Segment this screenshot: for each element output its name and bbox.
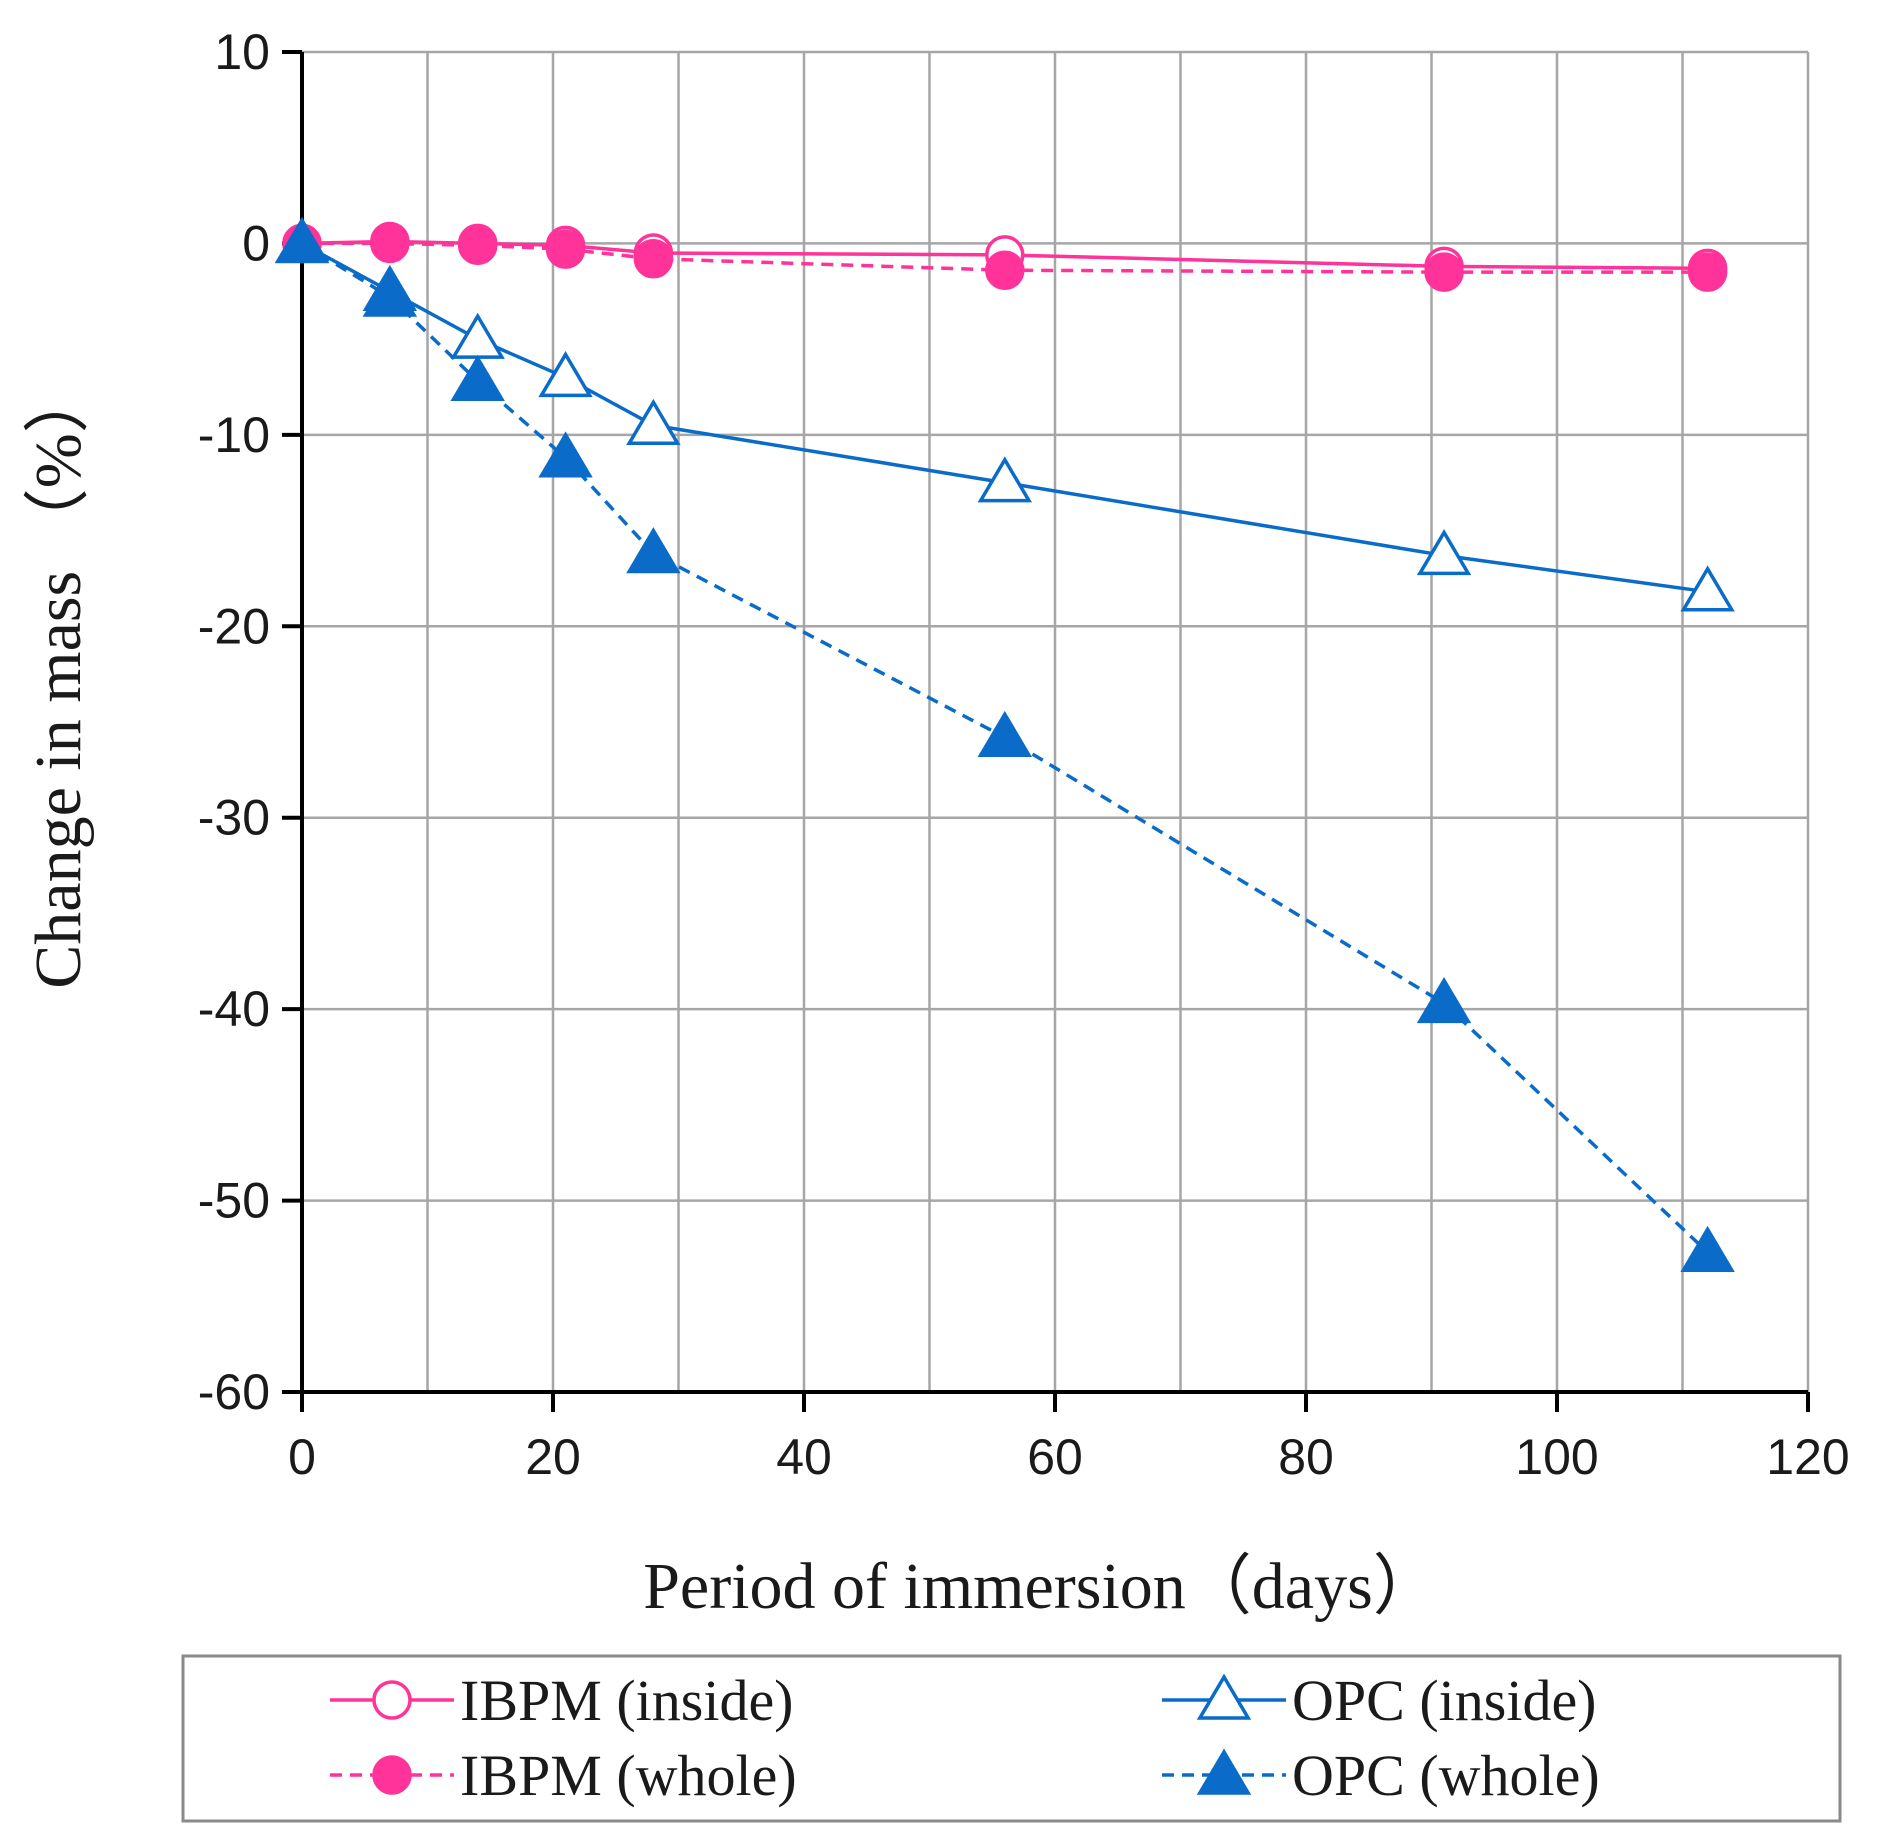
y-tick-label: -50 bbox=[198, 1173, 270, 1229]
data-point bbox=[450, 354, 505, 401]
x-axis-title: Period of immersion（days） bbox=[643, 1550, 1439, 1623]
data-point bbox=[457, 225, 498, 266]
legend-box bbox=[181, 1654, 1842, 1823]
data-point bbox=[538, 431, 593, 478]
grid bbox=[302, 50, 1810, 1392]
x-tick-label: 60 bbox=[1027, 1429, 1083, 1485]
data-point bbox=[1416, 976, 1472, 1024]
data-point bbox=[985, 250, 1025, 290]
y-axis-title: Change in mass （%） bbox=[22, 367, 95, 988]
legend-marker bbox=[1196, 1673, 1252, 1720]
x-tick-label: 100 bbox=[1515, 1429, 1598, 1485]
y-tick-label: 10 bbox=[214, 24, 270, 80]
y-tick-label: 0 bbox=[242, 215, 270, 271]
legend-item: IBPM (inside) bbox=[330, 1668, 794, 1733]
y-tick-label: -20 bbox=[198, 598, 270, 654]
y-tick-label: -40 bbox=[198, 981, 270, 1037]
data-point bbox=[1687, 252, 1728, 292]
legend-item: OPC (inside) bbox=[1162, 1668, 1597, 1733]
data-point bbox=[362, 270, 418, 317]
series-1 bbox=[282, 223, 1728, 292]
legend-marker bbox=[372, 1755, 412, 1795]
legend-item: IBPM (whole) bbox=[330, 1743, 797, 1808]
data-point bbox=[274, 216, 330, 264]
legend-label: OPC (inside) bbox=[1292, 1668, 1597, 1733]
y-tick-label: -10 bbox=[198, 407, 270, 463]
y-tick-label: -60 bbox=[198, 1364, 270, 1420]
y-tick-label: -30 bbox=[198, 790, 270, 846]
data-point bbox=[1416, 529, 1472, 576]
legend-item: OPC (whole) bbox=[1162, 1743, 1600, 1808]
data-point bbox=[633, 238, 674, 279]
x-tick-label: 80 bbox=[1278, 1429, 1334, 1485]
x-tick-label: 0 bbox=[288, 1429, 316, 1485]
series-line bbox=[301, 241, 1708, 594]
data-point bbox=[626, 398, 681, 445]
data-point bbox=[538, 350, 593, 398]
data-point bbox=[450, 312, 505, 359]
legend-marker bbox=[1196, 1748, 1252, 1795]
legend-label: OPC (whole) bbox=[1292, 1743, 1600, 1808]
data-point bbox=[977, 456, 1033, 503]
legend-marker bbox=[372, 1680, 412, 1720]
data-point bbox=[1424, 252, 1464, 292]
legend-label: IBPM (whole) bbox=[460, 1743, 797, 1808]
data-point bbox=[545, 229, 586, 269]
series bbox=[274, 216, 1735, 1272]
data-point bbox=[1680, 1225, 1735, 1272]
data-point bbox=[626, 527, 681, 574]
data-point bbox=[977, 710, 1033, 758]
x-tick-label: 40 bbox=[776, 1429, 832, 1485]
legend: IBPM (inside) IBPM (whole) OPC (inside) OPC… bbox=[181, 1654, 1842, 1823]
x-tick-label: 20 bbox=[525, 1429, 581, 1485]
series-3 bbox=[274, 216, 1735, 1272]
data-point bbox=[1680, 565, 1735, 612]
x-tick-label: 120 bbox=[1766, 1429, 1849, 1485]
tick-labels: 100-10-20-30-40-50-600 20 40 60 80 100 120 bbox=[198, 24, 1850, 1485]
data-point bbox=[370, 223, 410, 264]
legend-label: IBPM (inside) bbox=[460, 1668, 794, 1733]
